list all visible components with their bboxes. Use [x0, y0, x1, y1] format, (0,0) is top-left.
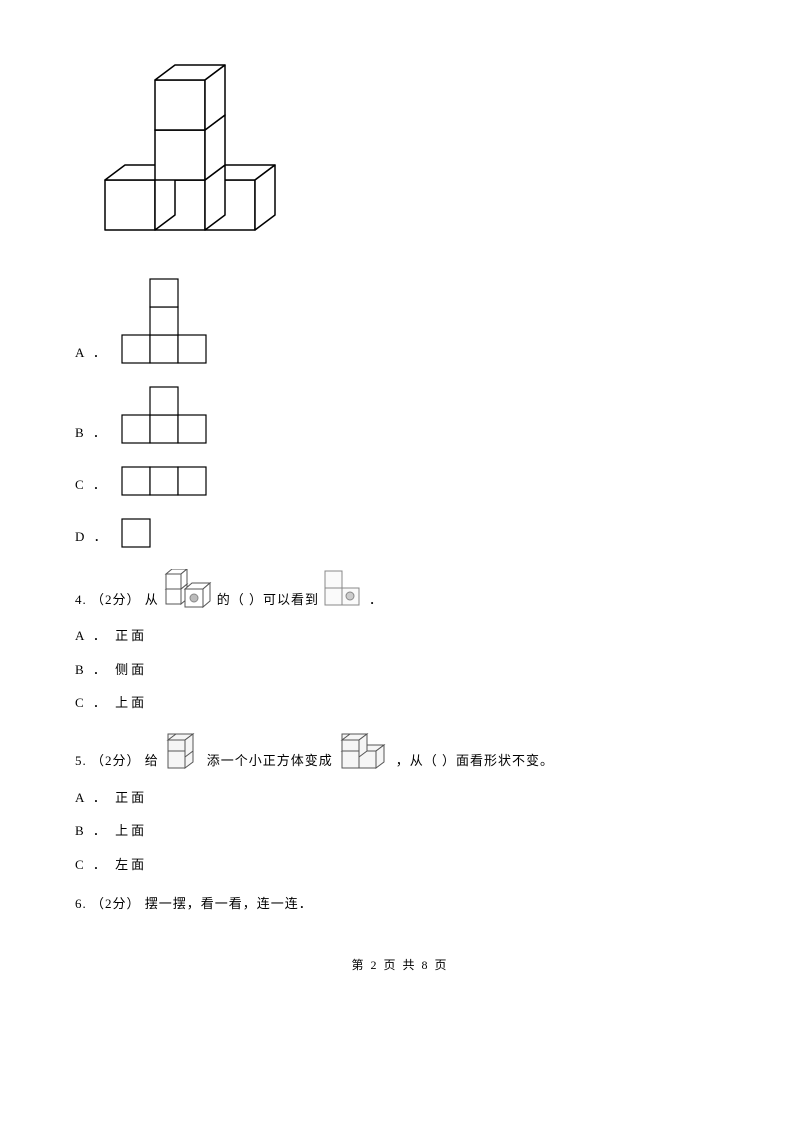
q4-suffix: ． [369, 590, 383, 610]
q3-option-d: D ． [75, 515, 725, 549]
q5-option-c: C ． 左面 [75, 855, 725, 875]
q3-option-c: C ． [75, 463, 725, 497]
q3-figure [75, 50, 725, 250]
q4-result-figure [323, 569, 365, 609]
shape-t-tall [117, 275, 217, 365]
q6-text: 6. （2分） 摆一摆，看一看，连一连． [75, 894, 313, 914]
main-3d-cubes [75, 50, 295, 250]
q4-mid: 的（ ）可以看到 [217, 590, 319, 610]
q3-option-b: B ． [75, 383, 725, 445]
q5-cube-after [337, 733, 392, 771]
q4-option-a: A ． 正面 [75, 626, 725, 646]
q6-line: 6. （2分） 摆一摆，看一看，连一连． [75, 894, 725, 916]
shape-row3 [117, 463, 217, 497]
q5-mid: 添一个小正方体变成 [207, 751, 333, 771]
q5-option-b: B ． 上面 [75, 821, 725, 841]
option-label-d: D ． [75, 527, 110, 547]
q5-cube-before [163, 733, 203, 771]
q4-option-b: B ． 侧面 [75, 660, 725, 680]
page-footer: 第 2 页 共 8 页 [75, 956, 725, 974]
q5-suffix: ，从（ ）面看形状不变。 [396, 751, 554, 771]
q3-option-a: A ． [75, 275, 725, 365]
shape-single [118, 515, 154, 549]
q4-prefix: 4. （2分） 从 [75, 590, 159, 610]
q5-option-a: A ． 正面 [75, 788, 725, 808]
q5-line: 5. （2分） 给 添一个小正方体变成 [75, 733, 725, 773]
shape-t-short [117, 383, 217, 445]
option-label-b: B ． [75, 423, 109, 443]
q4-option-c: C ． 上面 [75, 693, 725, 713]
q4-line: 4. （2分） 从 的（ ）可以看到 [75, 569, 725, 611]
option-label-a: A ． [75, 343, 109, 363]
q5-prefix: 5. （2分） 给 [75, 751, 159, 771]
option-label-c: C ． [75, 475, 109, 495]
q4-cube-figure [163, 569, 213, 609]
